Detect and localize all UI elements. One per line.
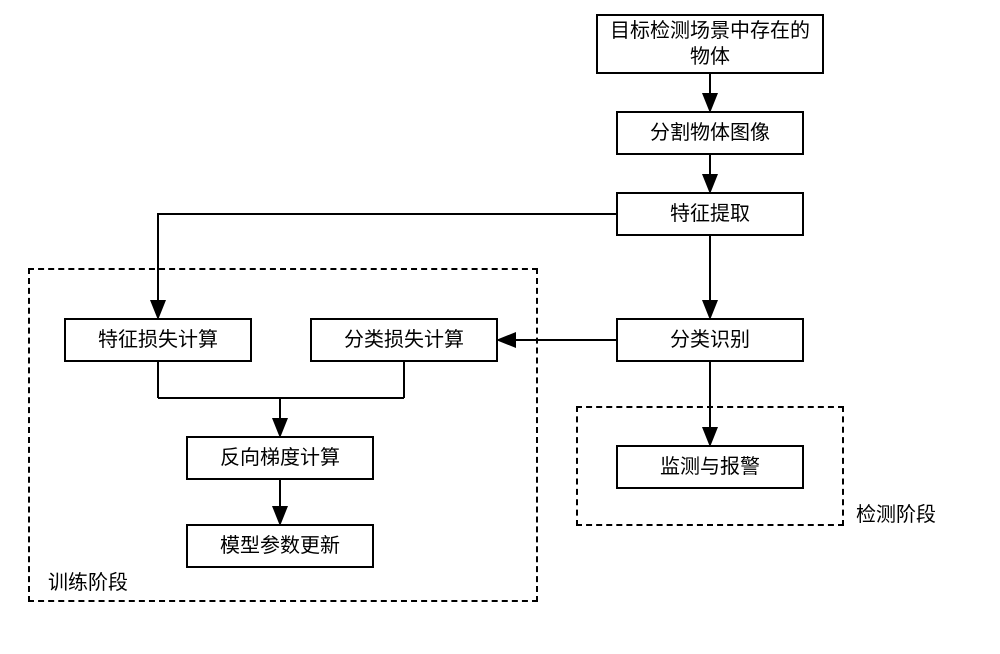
node-scene-objects: 目标检测场景中存在的物体 — [596, 14, 824, 74]
node-feature-extract: 特征提取 — [616, 192, 804, 236]
node-label: 分类识别 — [670, 327, 750, 353]
node-classify: 分类识别 — [616, 318, 804, 362]
group-training-label: 训练阶段 — [48, 566, 128, 595]
node-label: 分割物体图像 — [650, 120, 770, 146]
node-segment-image: 分割物体图像 — [616, 111, 804, 155]
node-label: 目标检测场景中存在的物体 — [606, 18, 814, 70]
group-training — [28, 268, 538, 602]
group-detection — [576, 406, 844, 526]
node-label: 特征提取 — [670, 201, 750, 227]
group-detection-label: 检测阶段 — [856, 498, 936, 527]
